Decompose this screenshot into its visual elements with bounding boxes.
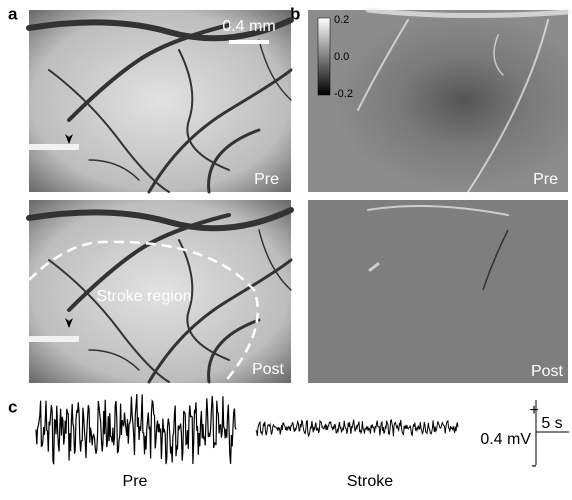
image-a-pre: 0.4 mm Pre <box>29 10 291 192</box>
image-label: Pre <box>533 171 558 188</box>
scale-bar-label: 0.4 mm <box>222 18 275 35</box>
image-b-post: Post <box>308 200 568 383</box>
image-label: Post <box>531 363 564 380</box>
image-b-pre: 0.2 0.0 -0.2 Pre <box>308 10 568 192</box>
image-a-post: Stroke region Post <box>29 200 291 383</box>
panel-label: a <box>8 4 18 23</box>
trace-label: Pre <box>123 473 148 490</box>
colorbar-tick: 0.0 <box>334 51 349 63</box>
scale-plus: + <box>529 402 538 419</box>
scale-minus: - <box>531 457 536 474</box>
scale-time: 5 s <box>541 415 562 432</box>
figure: a b c 0.4 mm Pre Stroke region Post 0.2 … <box>0 0 572 495</box>
trace-pre <box>36 394 236 464</box>
scale-voltage: 0.4 mV <box>480 431 531 448</box>
image-label: Post <box>252 361 285 378</box>
region-label: Stroke region <box>96 288 191 305</box>
colorbar-tick: 0.2 <box>334 14 349 26</box>
trace-stroke <box>256 420 458 437</box>
image-label: Pre <box>254 171 279 188</box>
panel-label: c <box>8 397 17 416</box>
colorbar-tick: -0.2 <box>334 88 353 100</box>
trace-label: Stroke <box>347 473 393 490</box>
